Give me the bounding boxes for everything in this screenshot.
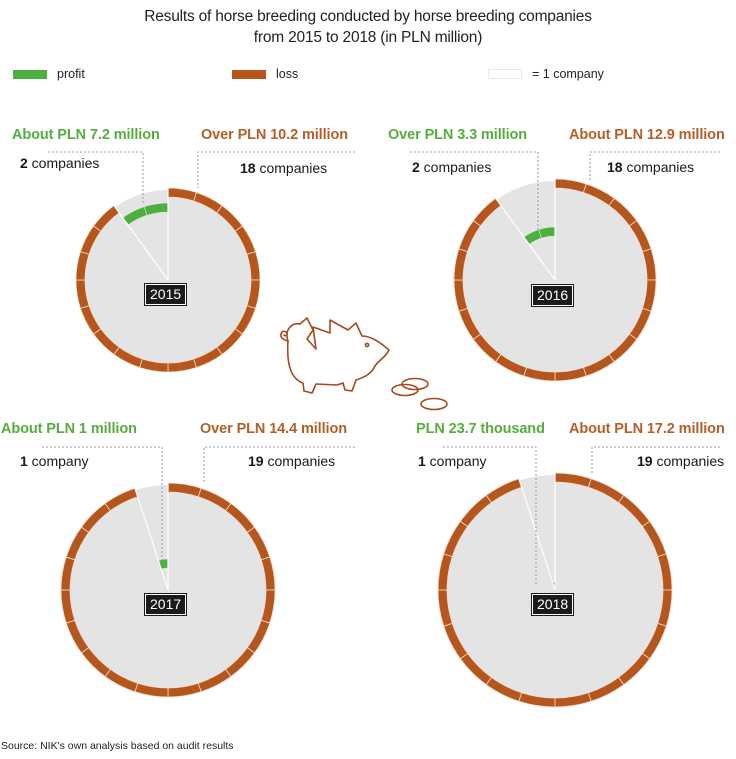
ring-chart-2016 bbox=[410, 151, 720, 382]
legend-profit: profit bbox=[13, 66, 85, 82]
ring-chart-2017 bbox=[42, 446, 355, 698]
loss-amount-2017: Over PLN 14.4 million bbox=[200, 421, 347, 437]
loss-count-2018: 19 companies bbox=[637, 453, 724, 469]
chart-title-line2: from 2015 to 2018 (in PLN million) bbox=[253, 29, 483, 46]
profit-leader-line bbox=[410, 151, 539, 232]
loss-count-word: companies bbox=[263, 453, 336, 469]
profit-count-2015: 2 companies bbox=[20, 155, 99, 171]
year-label-2017: 2017 bbox=[143, 593, 188, 616]
loss-count-2017: 19 companies bbox=[248, 453, 335, 469]
year-label-2018: 2018 bbox=[530, 593, 575, 616]
loss-count-word: companies bbox=[255, 160, 328, 176]
legend-unit-label: = 1 company bbox=[532, 67, 604, 81]
legend-profit-label: profit bbox=[57, 67, 85, 81]
loss-count-num: 18 bbox=[240, 160, 256, 176]
loss-leader-line bbox=[591, 446, 720, 475]
profit-amount-2018: PLN 23.7 thousand bbox=[416, 421, 545, 437]
profit-count-2017: 1 company bbox=[20, 453, 89, 469]
loss-amount-2016: About PLN 12.9 million bbox=[569, 127, 725, 143]
piggy-bank-icon bbox=[280, 317, 448, 411]
divider-line bbox=[518, 478, 556, 591]
profit-leader-line bbox=[443, 446, 537, 584]
profit-count-word: company bbox=[27, 453, 89, 469]
divider-line bbox=[134, 488, 169, 591]
profit-count-num: 2 bbox=[20, 155, 28, 171]
loss-amount-2018: About PLN 17.2 million bbox=[569, 421, 725, 437]
profit-count-word: companies bbox=[27, 155, 100, 171]
loss-count-word: companies bbox=[622, 159, 695, 175]
profit-count-2016: 2 companies bbox=[412, 159, 491, 175]
chart-title-line1: Results of horse breeding conducted by h… bbox=[144, 8, 592, 25]
profit-swatch bbox=[13, 69, 47, 79]
unit-swatch bbox=[488, 69, 522, 79]
profit-count-word: companies bbox=[419, 159, 492, 175]
profit-count-num: 1 bbox=[418, 453, 426, 469]
profit-count-num: 2 bbox=[412, 159, 420, 175]
loss-count-num: 19 bbox=[637, 453, 653, 469]
chart-title: Results of horse breeding conducted by h… bbox=[0, 6, 736, 48]
legend-loss-label: loss bbox=[276, 67, 299, 81]
year-label-2016: 2016 bbox=[530, 284, 575, 307]
source-note: Source: NIK's own analysis based on audi… bbox=[1, 740, 234, 752]
profit-count-num: 1 bbox=[20, 453, 28, 469]
divider-line bbox=[113, 205, 169, 281]
loss-swatch bbox=[232, 69, 266, 79]
profit-count-2018: 1 company bbox=[418, 453, 487, 469]
legend-unit: = 1 company bbox=[488, 66, 604, 82]
ring-chart-2015 bbox=[48, 151, 355, 373]
ring-chart-2018 bbox=[437, 446, 720, 708]
loss-count-word: companies bbox=[652, 453, 725, 469]
loss-count-num: 19 bbox=[248, 453, 264, 469]
profit-amount-2017: About PLN 1 million bbox=[1, 421, 137, 437]
profit-amount-2016: Over PLN 3.3 million bbox=[388, 127, 528, 143]
profit-wedge bbox=[496, 181, 555, 280]
profit-count-word: company bbox=[425, 453, 487, 469]
loss-count-num: 18 bbox=[607, 159, 623, 175]
loss-count-2015: 18 companies bbox=[240, 160, 327, 176]
profit-leader-line bbox=[42, 446, 163, 560]
year-label-2015: 2015 bbox=[143, 283, 188, 306]
loss-amount-2015: Over PLN 10.2 million bbox=[201, 127, 348, 143]
loss-count-2016: 18 companies bbox=[607, 159, 694, 175]
loss-leader-line bbox=[589, 151, 720, 180]
loss-leader-line bbox=[197, 151, 355, 188]
legend-loss: loss bbox=[232, 66, 298, 82]
divider-line bbox=[495, 197, 556, 281]
profit-amount-2015: About PLN 7.2 million bbox=[12, 127, 160, 143]
